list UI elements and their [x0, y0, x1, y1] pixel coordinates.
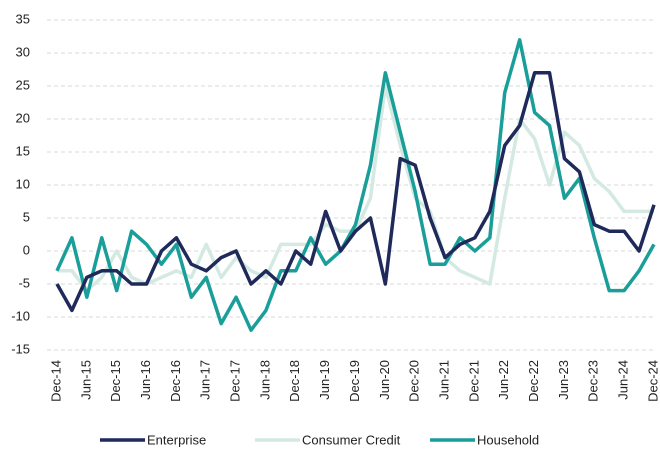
x-tick-label: Jun-20 [377, 360, 392, 400]
y-tick-label: 30 [16, 44, 30, 59]
x-tick-label: Dec-16 [168, 360, 183, 402]
x-tick-label: Jun-19 [317, 360, 332, 400]
y-tick-label: 15 [16, 143, 30, 158]
x-tick-label: Jun-15 [78, 360, 93, 400]
series-line [57, 84, 654, 293]
x-tick-label: Jun-16 [138, 360, 153, 400]
x-tick-label: Dec-22 [526, 360, 541, 402]
y-tick-label: 5 [23, 209, 30, 224]
y-tick-label: -5 [18, 275, 30, 290]
x-tick-label: Dec-14 [48, 360, 63, 402]
x-tick-label: Jun-23 [556, 360, 571, 400]
x-tick-label: Dec-20 [407, 360, 422, 402]
x-tick-label: Dec-19 [347, 360, 362, 402]
series-line [55, 38, 656, 332]
y-tick-label: 20 [16, 110, 30, 125]
x-tick-label: Dec-17 [228, 360, 243, 402]
x-tick-label: Dec-23 [586, 360, 601, 402]
x-tick-label: Jun-18 [257, 360, 272, 400]
legend-label: Consumer Credit [302, 432, 401, 447]
y-tick-label: 25 [16, 77, 30, 92]
x-tick-label: Jun-21 [436, 360, 451, 400]
x-tick-label: Dec-21 [466, 360, 481, 402]
x-tick-label: Dec-24 [645, 360, 660, 402]
x-tick-label: Jun-17 [198, 360, 213, 400]
x-tick-label: Dec-15 [108, 360, 123, 402]
x-tick-label: Jun-22 [496, 360, 511, 400]
y-tick-label: -10 [11, 308, 30, 323]
y-tick-label: 10 [16, 176, 30, 191]
x-tick-label: Dec-18 [287, 360, 302, 402]
y-tick-label: 35 [16, 11, 30, 26]
y-tick-label: -15 [11, 341, 30, 356]
legend-label: Household [477, 432, 539, 447]
x-tick-label: Jun-24 [616, 360, 631, 400]
y-tick-label: 0 [23, 242, 30, 257]
series-line [55, 71, 656, 313]
legend-label: Enterprise [147, 432, 206, 447]
